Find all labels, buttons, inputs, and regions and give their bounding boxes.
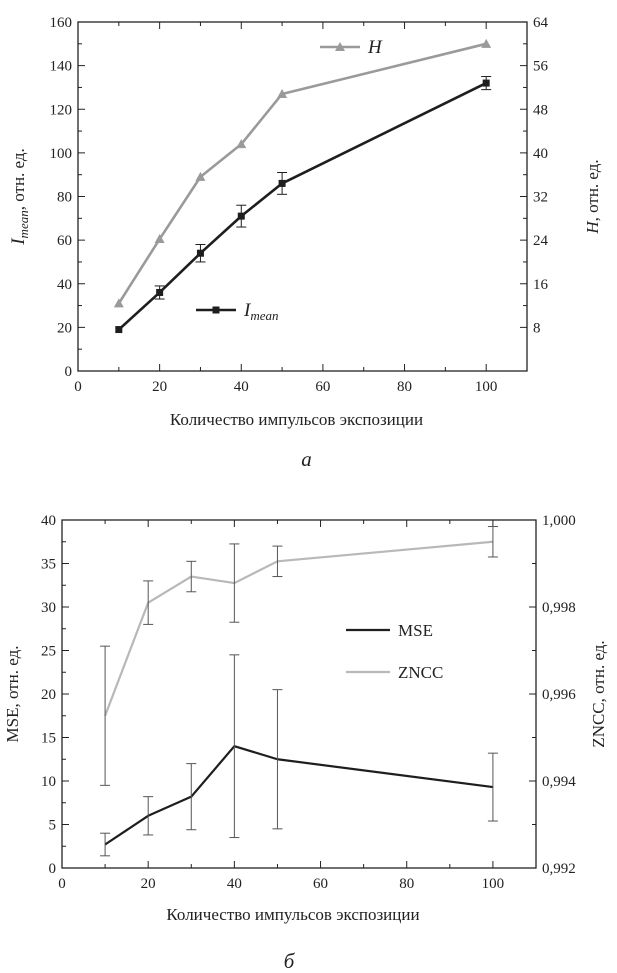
series-Imean [115, 76, 492, 334]
x-tick-label: 60 [315, 379, 330, 395]
series-MSE [100, 654, 498, 857]
plot-frame [77, 21, 528, 372]
legend-marker [335, 42, 345, 51]
x-axis-label: Количество импульсов экспозиции [170, 410, 423, 429]
y-right-tick-label: 64 [533, 15, 549, 31]
y-right-tick-label: 0,992 [542, 861, 576, 877]
plot-frame [61, 519, 537, 869]
y-left-tick-label: 140 [50, 59, 73, 75]
y-right-tick-label: 8 [533, 320, 541, 336]
series-line [117, 81, 487, 331]
y-left-tick-label: 40 [57, 277, 72, 293]
y-left-tick-label: 80 [57, 190, 72, 206]
data-point [113, 298, 124, 308]
legend-item: MSE [346, 621, 433, 640]
x-tick-label: 20 [152, 379, 167, 395]
y-left-tick-label: 15 [41, 731, 56, 747]
y-left-tick-label: 30 [41, 600, 56, 616]
y-left-tick-label: 0 [49, 861, 57, 877]
legend-label: ZNCC [398, 663, 443, 682]
y-left-tick-label: 40 [41, 513, 56, 529]
x-axis-label: Количество импульсов экспозиции [166, 905, 419, 924]
x-tick-label: 60 [313, 876, 328, 892]
x-tick-label: 100 [482, 876, 505, 892]
legend-item: H [320, 37, 383, 58]
series-ZNCC [100, 526, 498, 786]
series-line [117, 42, 487, 305]
x-tick-label: 20 [141, 876, 156, 892]
series-line [104, 540, 494, 717]
chart-caption: б [284, 949, 296, 973]
y-left-axis-label: Imean, отн. ед. [8, 148, 31, 246]
y-right-axis-label: H, отн. ед. [583, 159, 602, 234]
legend-item: Imean [196, 300, 279, 323]
y-right-tick-label: 24 [533, 233, 549, 249]
data-point [236, 139, 247, 149]
y-right-tick-label: 32 [533, 190, 548, 206]
data-point [278, 179, 286, 187]
legend-label: MSE [398, 621, 433, 640]
series-line [104, 745, 494, 846]
y-left-axis-label: MSE, отн. ед. [3, 646, 22, 743]
legend-label: H [367, 37, 383, 58]
y-left-tick-label: 25 [41, 644, 56, 660]
y-left-tick-label: 120 [50, 102, 73, 118]
y-left-tick-label: 0 [65, 364, 73, 380]
data-point [237, 212, 245, 220]
legend-marker [212, 306, 220, 314]
y-right-tick-label: 0,996 [542, 687, 576, 703]
data-point [482, 79, 490, 87]
data-point [481, 38, 492, 48]
y-left-tick-label: 10 [41, 774, 56, 790]
y-left-tick-label: 160 [50, 15, 73, 31]
x-tick-label: 40 [234, 379, 249, 395]
x-tick-label: 0 [74, 379, 82, 395]
y-right-tick-label: 16 [533, 277, 549, 293]
x-tick-label: 0 [58, 876, 66, 892]
legend-label: Imean [243, 300, 279, 323]
chart-caption: а [301, 447, 312, 471]
data-point [154, 234, 165, 244]
y-right-tick-label: 0,998 [542, 600, 576, 616]
y-right-tick-label: 1,000 [542, 513, 576, 529]
series-H [113, 38, 492, 308]
data-point [196, 249, 204, 257]
x-tick-label: 80 [399, 876, 414, 892]
y-right-tick-label: 40 [533, 146, 548, 162]
data-point [277, 88, 288, 98]
data-point [156, 288, 164, 296]
y-left-tick-label: 20 [41, 687, 56, 703]
y-right-tick-label: 0,994 [542, 774, 576, 790]
data-point [115, 326, 123, 334]
y-right-axis-label: ZNCC, отн. ед. [589, 640, 608, 747]
y-left-tick-label: 20 [57, 320, 72, 336]
data-point [195, 171, 206, 181]
y-right-tick-label: 56 [533, 59, 549, 75]
x-tick-label: 100 [475, 379, 498, 395]
y-left-tick-label: 35 [41, 557, 56, 573]
x-tick-label: 80 [397, 379, 412, 395]
y-left-tick-label: 100 [50, 146, 73, 162]
legend-item: ZNCC [346, 663, 443, 682]
x-tick-label: 40 [227, 876, 242, 892]
y-right-tick-label: 48 [533, 102, 548, 118]
y-left-tick-label: 60 [57, 233, 72, 249]
y-left-tick-label: 5 [49, 818, 57, 834]
